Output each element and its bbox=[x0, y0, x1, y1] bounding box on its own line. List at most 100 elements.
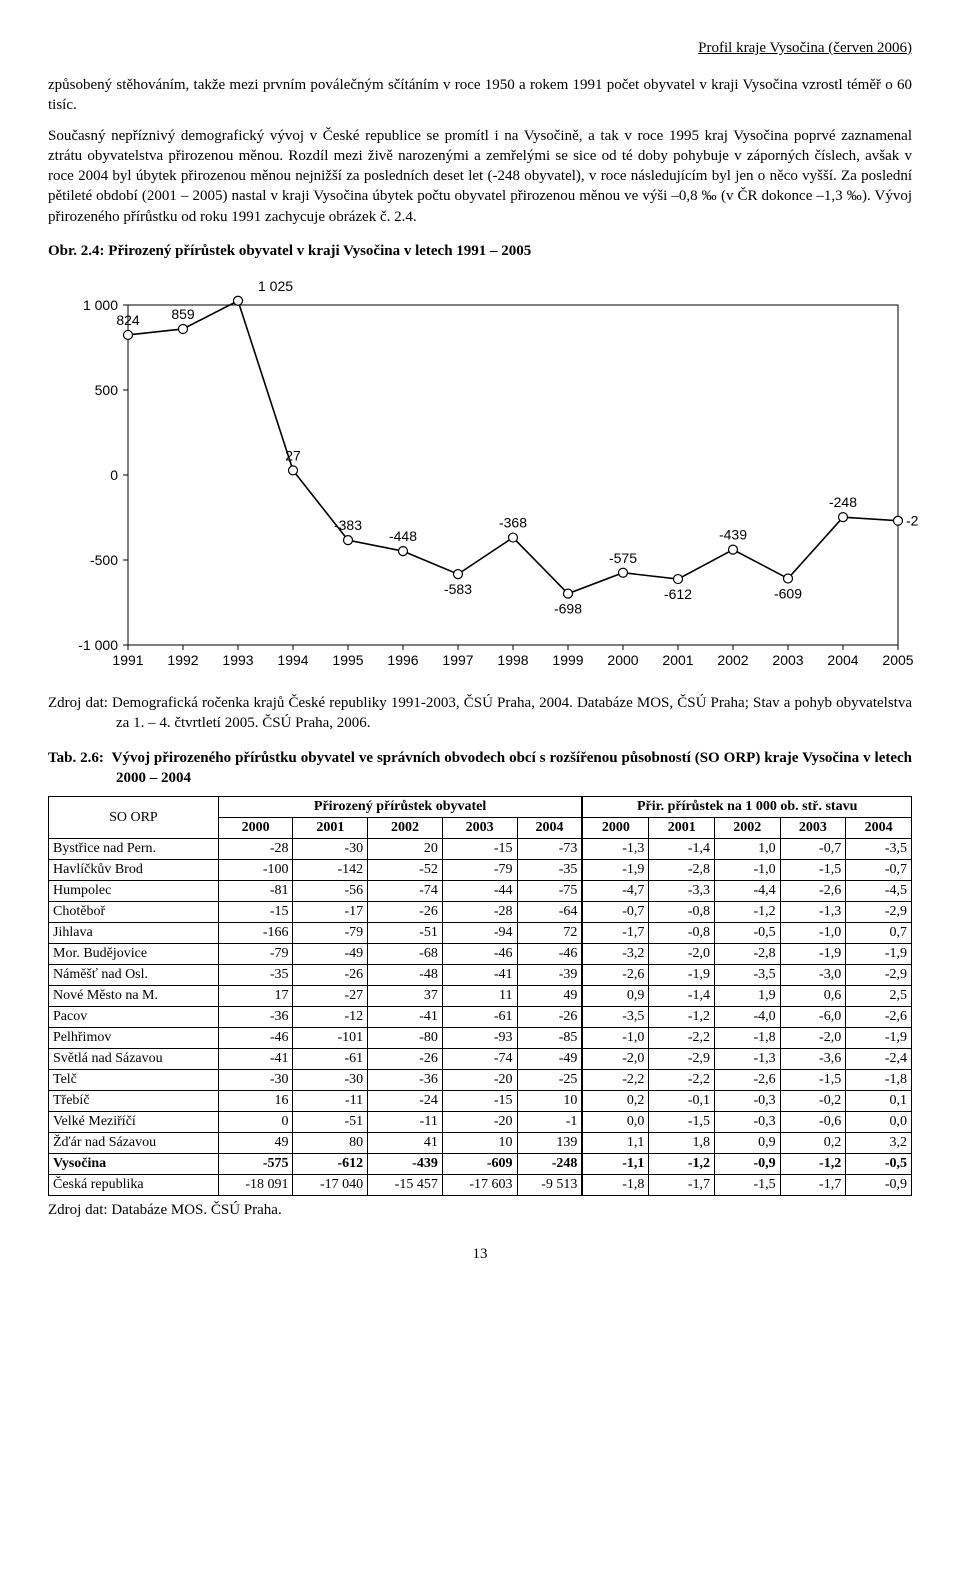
cell: -94 bbox=[442, 923, 517, 944]
cell: 0,9 bbox=[715, 1133, 781, 1154]
cell: -100 bbox=[218, 860, 293, 881]
cell: -1,0 bbox=[715, 860, 781, 881]
cell: -166 bbox=[218, 923, 293, 944]
cell: -0,5 bbox=[846, 1154, 912, 1175]
cell: -26 bbox=[368, 1049, 443, 1070]
cell: -61 bbox=[293, 1049, 368, 1070]
cell: -0,8 bbox=[649, 923, 715, 944]
cell: -6,0 bbox=[780, 1007, 846, 1028]
cell: -0,1 bbox=[649, 1091, 715, 1112]
cell: 1,8 bbox=[649, 1133, 715, 1154]
col-year: 2002 bbox=[715, 818, 781, 839]
cell: -24 bbox=[368, 1091, 443, 1112]
cell: 1,9 bbox=[715, 986, 781, 1007]
cell: -36 bbox=[218, 1007, 293, 1028]
row-label: Chotěboř bbox=[49, 902, 219, 923]
cell: -1,9 bbox=[780, 944, 846, 965]
cell: -12 bbox=[293, 1007, 368, 1028]
cell: -4,0 bbox=[715, 1007, 781, 1028]
table-row: Humpolec-81-56-74-44-75-4,7-3,3-4,4-2,6-… bbox=[49, 881, 912, 902]
col-year: 2001 bbox=[649, 818, 715, 839]
row-label: Bystřice nad Pern. bbox=[49, 839, 219, 860]
cell: -142 bbox=[293, 860, 368, 881]
cell: -2,0 bbox=[582, 1049, 649, 1070]
cell: -64 bbox=[517, 902, 582, 923]
cell: -3,2 bbox=[582, 944, 649, 965]
cell: -3,5 bbox=[846, 839, 912, 860]
cell: -35 bbox=[218, 965, 293, 986]
cell: 0,0 bbox=[582, 1112, 649, 1133]
col-year: 2002 bbox=[368, 818, 443, 839]
figure-title: Obr. 2.4: Přirozený přírůstek obyvatel v… bbox=[48, 241, 912, 261]
col-year: 2004 bbox=[846, 818, 912, 839]
cell: -1,7 bbox=[582, 923, 649, 944]
cell: -1,3 bbox=[780, 902, 846, 923]
cell: -1,0 bbox=[780, 923, 846, 944]
row-label: Náměšť nad Osl. bbox=[49, 965, 219, 986]
cell: -4,7 bbox=[582, 881, 649, 902]
cell: -2,2 bbox=[649, 1070, 715, 1091]
cell: -26 bbox=[368, 902, 443, 923]
cell: -39 bbox=[517, 965, 582, 986]
cell: -0,9 bbox=[715, 1154, 781, 1175]
cell: -11 bbox=[368, 1112, 443, 1133]
cell: -35 bbox=[517, 860, 582, 881]
table-row: Třebíč16-11-24-15100,2-0,1-0,3-0,20,1 bbox=[49, 1091, 912, 1112]
cell: -0,3 bbox=[715, 1091, 781, 1112]
cell: -3,3 bbox=[649, 881, 715, 902]
row-label: Jihlava bbox=[49, 923, 219, 944]
cell: 17 bbox=[218, 986, 293, 1007]
cell: 20 bbox=[368, 839, 443, 860]
cell: -2,9 bbox=[649, 1049, 715, 1070]
svg-text:-500: -500 bbox=[90, 552, 118, 568]
cell: 10 bbox=[517, 1091, 582, 1112]
row-label: Třebíč bbox=[49, 1091, 219, 1112]
table-group-1: Přirozený přírůstek obyvatel bbox=[218, 797, 582, 818]
cell: -1,3 bbox=[715, 1049, 781, 1070]
cell: -18 091 bbox=[218, 1175, 293, 1196]
cell: 1,1 bbox=[582, 1133, 649, 1154]
svg-text:-439: -439 bbox=[719, 527, 747, 543]
row-label: Pelhřimov bbox=[49, 1028, 219, 1049]
table-row: Pacov-36-12-41-61-26-3,5-1,2-4,0-6,0-2,6 bbox=[49, 1007, 912, 1028]
cell: -439 bbox=[368, 1154, 443, 1175]
svg-text:-368: -368 bbox=[499, 515, 527, 531]
cell: -575 bbox=[218, 1154, 293, 1175]
cell: -0,6 bbox=[780, 1112, 846, 1133]
cell: -74 bbox=[368, 881, 443, 902]
table-row: Vysočina-575-612-439-609-248-1,1-1,2-0,9… bbox=[49, 1154, 912, 1175]
cell: 1,0 bbox=[715, 839, 781, 860]
svg-text:2002: 2002 bbox=[717, 652, 748, 668]
svg-text:-583: -583 bbox=[444, 581, 472, 597]
table-row: Světlá nad Sázavou-41-61-26-74-49-2,0-2,… bbox=[49, 1049, 912, 1070]
page-number: 13 bbox=[48, 1246, 912, 1263]
table-row: Česká republika-18 091-17 040-15 457-17 … bbox=[49, 1175, 912, 1196]
cell: -1,7 bbox=[649, 1175, 715, 1196]
table-row: Bystřice nad Pern.-28-3020-15-73-1,3-1,4… bbox=[49, 839, 912, 860]
cell: -2,8 bbox=[649, 860, 715, 881]
cell: -79 bbox=[218, 944, 293, 965]
svg-text:-612: -612 bbox=[664, 586, 692, 602]
cell: -36 bbox=[368, 1070, 443, 1091]
cell: 37 bbox=[368, 986, 443, 1007]
cell: -17 bbox=[293, 902, 368, 923]
cell: -68 bbox=[368, 944, 443, 965]
cell: -26 bbox=[517, 1007, 582, 1028]
cell: -80 bbox=[368, 1028, 443, 1049]
cell: -2,6 bbox=[715, 1070, 781, 1091]
chart-source: Zdroj dat: Demografická ročenka krajů Če… bbox=[48, 693, 912, 734]
table-source: Zdroj dat: Databáze MOS. ČSÚ Praha. bbox=[48, 1200, 912, 1220]
cell: -27 bbox=[293, 986, 368, 1007]
cell: -0,7 bbox=[582, 902, 649, 923]
svg-text:-575: -575 bbox=[609, 550, 637, 566]
cell: 0,0 bbox=[846, 1112, 912, 1133]
svg-text:-448: -448 bbox=[389, 528, 417, 544]
cell: -79 bbox=[442, 860, 517, 881]
cell: -28 bbox=[442, 902, 517, 923]
cell: -3,0 bbox=[780, 965, 846, 986]
cell: -26 bbox=[293, 965, 368, 986]
row-label: Žďár nad Sázavou bbox=[49, 1133, 219, 1154]
cell: -30 bbox=[218, 1070, 293, 1091]
svg-text:27: 27 bbox=[285, 447, 301, 463]
row-label: Vysočina bbox=[49, 1154, 219, 1175]
